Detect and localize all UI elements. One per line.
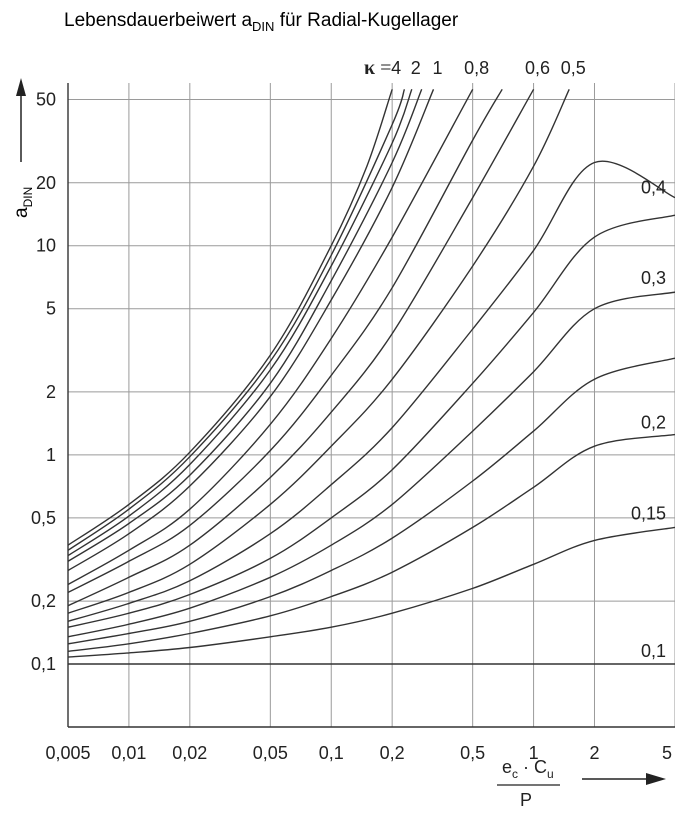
tick-labels: 0,005 0,01 0,02 0,05 0,1 0,2 0,5 1 2 5 0,1 0,2 0,5 1 2… [31, 90, 672, 763]
curve-kappa-0-7 [68, 88, 503, 594]
y-tick-label: 20 [36, 173, 56, 193]
svg-text:ec · Cu: ec · Cu [502, 757, 554, 781]
y-tick-label: 0,2 [31, 591, 56, 611]
curve-kappa-3 [68, 89, 406, 551]
kappa-label: κ = [364, 57, 391, 79]
curve-labels: 4 2 1 0,8 0,6 0,5 0,4 0,3 0,2 0,15 0,1 [391, 58, 666, 661]
svg-text:aDIN: aDIN [11, 187, 35, 218]
curve-kappa-2 [68, 89, 413, 557]
y-axis-label-sub: DIN [21, 187, 35, 208]
curve-kappa-0-3 [68, 291, 675, 638]
x-tick-label: 0,5 [460, 743, 485, 763]
y-axis-title: aDIN [11, 78, 35, 218]
curves [68, 88, 675, 665]
curve-kappa-0-15 [68, 526, 675, 658]
curve-label-top: 0,5 [561, 58, 586, 78]
curve-label-right: 0,15 [631, 503, 666, 523]
curve-label-top: 2 [411, 58, 421, 78]
curve-kappa-0-2 [68, 433, 675, 652]
x-tick-label: 0,1 [319, 743, 344, 763]
curve-kappa-0-6 [68, 88, 535, 607]
y-tick-label: 10 [36, 236, 56, 256]
curve-label-right: 0,2 [641, 413, 666, 433]
curve-kappa-0-25 [68, 357, 675, 645]
x-tick-label: 0,02 [172, 743, 207, 763]
x-tick-label: 0,005 [45, 743, 90, 763]
curve-kappa-0-35 [68, 214, 675, 628]
curve-label-top: 0,6 [525, 58, 550, 78]
x-tick-label: 1 [529, 743, 539, 763]
curve-kappa-1-5 [68, 89, 423, 562]
curve-kappa-0-8 [68, 88, 474, 586]
y-tick-label: 50 [36, 90, 56, 110]
curve-kappa-0-4 [68, 160, 675, 622]
curve-label-right: 0,3 [641, 268, 666, 288]
x-tick-label: 2 [589, 743, 599, 763]
y-tick-label: 5 [46, 299, 56, 319]
x-tick-label: 0,2 [380, 743, 405, 763]
curve-kappa-4 [68, 89, 393, 546]
grid [67, 83, 675, 728]
curve-label-top: 4 [391, 58, 401, 78]
curve-label-right: 0,4 [641, 178, 666, 198]
x-axis-title: ec · Cu P [497, 757, 666, 810]
x-tick-label: 0,05 [253, 743, 288, 763]
curve-kappa-0-5 [68, 89, 570, 614]
x-tick-label: 0,01 [111, 743, 146, 763]
x-tick-label: 5 [662, 743, 672, 763]
chart-title: Lebensdauerbeiwert aDIN für Radial-Kugel… [64, 10, 459, 34]
y-tick-label: 0,1 [31, 654, 56, 674]
svg-text:P: P [520, 790, 532, 810]
curve-label-top: 1 [432, 58, 442, 78]
y-tick-label: 1 [46, 445, 56, 465]
y-axis-label: a [11, 207, 32, 218]
curve-label-top: 0,8 [464, 58, 489, 78]
y-tick-label: 0,5 [31, 508, 56, 528]
y-tick-label: 2 [46, 382, 56, 402]
curve-label-right: 0,1 [641, 641, 666, 661]
curve-kappa-1 [68, 89, 435, 572]
